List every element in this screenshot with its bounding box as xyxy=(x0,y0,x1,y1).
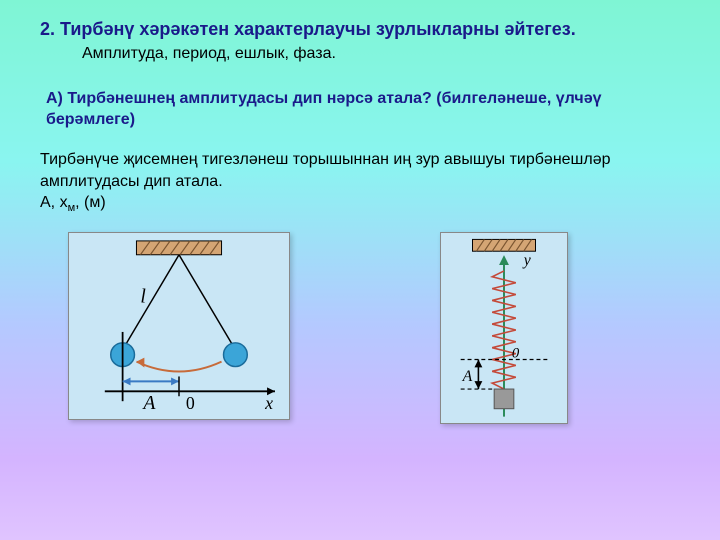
formula-pre: А, х xyxy=(40,194,68,211)
diagrams-row: l A 0 x y 0 A xyxy=(68,232,680,424)
svg-text:y: y xyxy=(522,252,531,269)
subtext: Амплитуда, период, ешлык, фаза. xyxy=(82,45,680,63)
svg-text:0: 0 xyxy=(512,346,520,362)
svg-text:x: x xyxy=(264,393,273,413)
svg-text:A: A xyxy=(141,392,156,414)
svg-text:l: l xyxy=(140,286,146,308)
question-a: А) Тирбәнешнең амплитудасы дип нәрсә ата… xyxy=(46,89,680,131)
svg-text:A: A xyxy=(462,369,473,386)
answer-text: Тирбәнүче җисемнең тигезләнеш торышыннан… xyxy=(40,149,680,192)
spring-diagram: y 0 A xyxy=(440,232,568,424)
formula-sub: м xyxy=(68,202,76,214)
formula: А, хм, (м) xyxy=(40,194,680,214)
formula-post: , (м) xyxy=(75,194,106,211)
heading: 2. Тирбәнү хәрәкәтен характерлаучы зурлы… xyxy=(40,18,680,41)
pendulum-diagram: l A 0 x xyxy=(68,232,290,420)
svg-text:0: 0 xyxy=(186,393,195,413)
